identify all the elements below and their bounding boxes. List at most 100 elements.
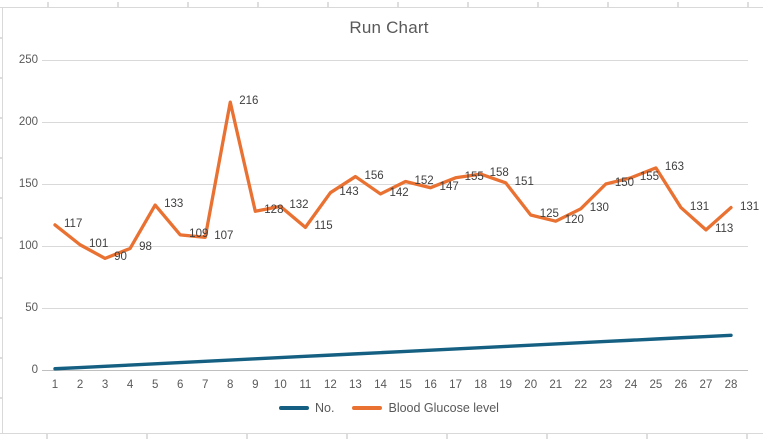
x-axis-tick-label: 9 [252, 379, 259, 391]
data-label: 117 [64, 217, 83, 230]
x-axis-tick-label: 3 [101, 379, 109, 391]
x-axis-tick-label: 18 [474, 379, 488, 391]
x-axis-tick-label: 10 [273, 379, 287, 391]
worksheet-gridline-tick [327, 2, 329, 7]
y-axis-tick-label: 0 [31, 364, 38, 376]
x-axis-tick-label: 12 [324, 379, 337, 391]
x-axis-tick-label: 6 [176, 379, 184, 391]
data-label: 98 [139, 241, 152, 254]
x-axis-tick-label: 4 [126, 379, 134, 391]
data-label: 163 [664, 160, 685, 173]
worksheet-gridline-tick [46, 434, 48, 439]
x-axis-tick-label: 23 [599, 379, 613, 391]
data-label: 109 [189, 227, 209, 240]
data-label: 133 [164, 198, 184, 211]
worksheet-gridline-tick [746, 434, 748, 439]
worksheet-gridline-tick [646, 434, 648, 439]
worksheet-gridline-tick [537, 2, 539, 7]
data-label: 150 [614, 177, 634, 189]
data-label: 147 [439, 180, 459, 193]
data-label: 156 [364, 169, 384, 182]
x-axis-tick-label: 27 [699, 379, 713, 391]
worksheet-gridline-tick [546, 434, 548, 439]
series-line-blood-glucose[interactable] [53, 100, 733, 261]
worksheet-gridline-tick [187, 2, 189, 7]
worksheet-gridline-left [2, 7, 3, 434]
chart-title[interactable]: Run Chart [349, 18, 429, 37]
worksheet-gridline-tick [346, 434, 348, 439]
data-label: 131 [740, 200, 760, 213]
x-axis-tick-label: 22 [574, 379, 588, 391]
x-axis-tick-label: 11 [299, 379, 312, 391]
data-label: 125 [539, 208, 559, 220]
x-axis-tick-label: 14 [374, 379, 387, 391]
legend-swatch-blood-glucose [352, 406, 383, 410]
worksheet-gridline-tick [607, 2, 609, 7]
legend-label-blood-glucose[interactable]: Blood Glucose level [388, 401, 499, 415]
data-label: 131 [689, 200, 710, 213]
worksheet-gridline-tick [446, 434, 448, 439]
x-axis-tick-label: 28 [724, 379, 738, 391]
x-axis-tick-label: 7 [202, 379, 209, 391]
x-axis-tick-label: 15 [399, 379, 412, 391]
data-label: 90 [114, 251, 127, 264]
worksheet-gridline-tick [397, 2, 399, 7]
y-axis-tick-label: 150 [18, 178, 38, 190]
worksheet-gridline-tick [0, 357, 2, 359]
worksheet-gridline-bottom [0, 433, 763, 434]
worksheet-gridline-tick [0, 117, 2, 119]
data-label: 107 [214, 230, 234, 243]
x-axis-tick-label: 26 [674, 379, 688, 391]
y-axis-tick-label: 100 [18, 240, 38, 252]
x-axis-tick-label: 24 [624, 379, 638, 391]
data-label: 143 [339, 185, 359, 198]
data-label: 158 [489, 167, 509, 180]
x-axis-tick-label: 25 [649, 379, 663, 391]
legend-label-no[interactable]: No. [315, 401, 335, 415]
worksheet-gridline-tick [146, 434, 148, 439]
worksheet-gridline-tick [677, 2, 679, 7]
data-label: 113 [714, 222, 734, 235]
data-label: 130 [589, 201, 609, 214]
worksheet-gridline-tick [0, 77, 2, 79]
x-axis-tick-label: 8 [227, 379, 234, 391]
y-axis-tick-label: 50 [25, 302, 38, 314]
worksheet-gridline-tick [0, 197, 2, 199]
worksheet-gridline-tick [47, 2, 49, 7]
x-axis-tick-label: 1 [51, 379, 59, 391]
worksheet-gridline-tick [0, 157, 2, 159]
x-axis-tick-label: 16 [424, 379, 437, 391]
worksheet-gridline-tick [0, 237, 2, 239]
x-axis-tick-label: 17 [449, 379, 462, 391]
y-axis-tick-label: 250 [18, 54, 38, 66]
series-line-no[interactable] [53, 333, 733, 371]
data-label: 155 [639, 170, 660, 183]
worksheet-gridline-top [0, 7, 763, 8]
data-label: 120 [564, 214, 584, 227]
chart-legend[interactable]: No. Blood Glucose level [0, 401, 778, 415]
worksheet-gridline-tick [0, 37, 2, 39]
data-label: 132 [289, 199, 309, 212]
worksheet-gridline-tick [117, 2, 119, 7]
worksheet-gridline-tick [747, 2, 749, 7]
worksheet-gridline-tick [0, 397, 2, 399]
worksheet-gridline-tick [246, 434, 248, 439]
legend-swatch-no [279, 406, 310, 410]
x-axis-tick-label: 2 [76, 379, 84, 391]
data-label: 155 [464, 170, 484, 183]
data-label: 142 [389, 186, 409, 199]
worksheet-gridline-tick [257, 2, 259, 7]
data-label: 152 [414, 174, 434, 187]
x-axis-tick-label: 13 [349, 379, 362, 391]
x-axis-tick-label: 20 [524, 379, 538, 391]
worksheet-gridline-tick [467, 2, 469, 7]
data-label: 216 [239, 95, 259, 108]
worksheet-gridline-tick [0, 317, 2, 319]
data-label: 115 [314, 220, 333, 233]
data-label: 101 [89, 237, 109, 250]
x-axis-tick-label: 21 [549, 379, 563, 391]
x-axis-tick-label: 19 [499, 379, 513, 391]
worksheet-gridline-tick [0, 277, 2, 279]
